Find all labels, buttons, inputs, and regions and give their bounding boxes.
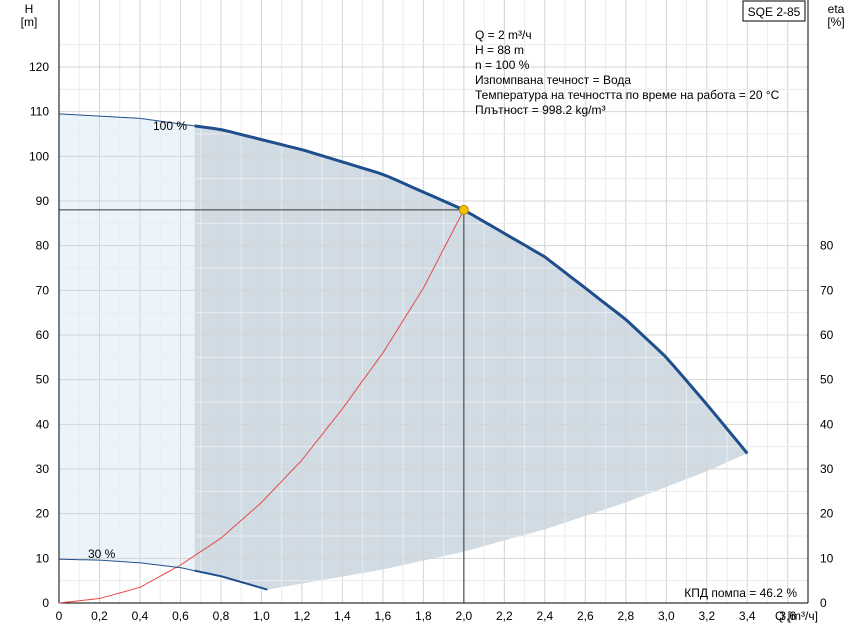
x-axis-label: Q [m³/ч] [775,609,818,623]
x-tick-label: 0,6 [172,609,189,623]
curve-30-thin [58,558,195,572]
y-left-label-line1: H [25,2,34,16]
y-right-label-line2: [%] [827,15,844,29]
info-density: Плътност = 998.2 kg/m³ [475,103,605,117]
curve-label-100: 100 % [153,119,187,133]
chart-title: SQE 2-85 [748,5,801,19]
y-left-tick-label: 70 [36,283,50,297]
x-tick-label: 3,0 [658,609,675,623]
x-tick-label: 0,4 [132,609,149,623]
y-left-tick-label: 30 [36,462,50,476]
y-left-tick-label: 40 [36,417,50,431]
y-right-tick-label: 40 [820,417,834,431]
x-tick-label: 3,4 [739,609,756,623]
efficiency-curve [58,209,465,604]
x-tick-label: 1,2 [294,609,311,623]
x-tick-label: 0,8 [213,609,230,623]
x-tick-label: 1,0 [253,609,270,623]
info-liquid: Изпомпвана течност = Вода [475,73,631,87]
y-right-tick-label: 30 [820,462,834,476]
x-tick-label: 0 [56,609,63,623]
y-right-tick-label: 0 [820,596,827,610]
operating-point-marker [458,204,469,215]
y-right-label-line1: eta [828,2,845,16]
info-speed: n = 100 % [475,58,530,72]
y-left-tick-label: 0 [42,596,49,610]
y-left-tick-label: 50 [36,373,50,387]
y-left-tick-label: 80 [36,239,50,253]
y-left-tick-label: 90 [36,194,50,208]
info-temperature: Температура на течността по време на раб… [475,88,780,102]
curve-30 [194,569,268,591]
title-box [742,0,806,22]
y-right-tick-label: 10 [820,551,834,565]
info-head: H = 88 m [475,43,524,57]
x-tick-label: 1,8 [415,609,432,623]
x-tick-label: 0,2 [91,609,108,623]
x-tick-label: 2,6 [577,609,594,623]
y-left-tick-label: 100 [29,149,49,163]
y-left-tick-label: 110 [30,105,49,119]
x-tick-label: 3,6 [779,609,796,623]
x-tick-label: 2,0 [456,609,473,623]
curve-100 [194,124,749,455]
efficiency-label: КПД помпа = 46.2 % [684,586,797,600]
y-right-tick-label: 60 [820,328,834,342]
y-left-label-line2: [m] [21,15,38,29]
y-right-tick-label: 80 [820,239,834,253]
info-block: Q = 2 m³/ч H = 88 m n = 100 % Изпомпвана… [475,28,780,117]
y-left-tick-label: 60 [36,328,50,342]
x-tick-label: 3,2 [698,609,715,623]
y-left-tick-label: 10 [36,551,50,565]
x-tick-label: 2,4 [536,609,553,623]
x-tick-label: 1,6 [375,609,392,623]
curve-label-30: 30 % [88,547,116,561]
y-left-tick-label: 20 [36,507,50,521]
curve-100-thin [58,113,195,127]
y-right-tick-label: 50 [820,373,834,387]
y-right-tick-label: 20 [820,507,834,521]
y-left-tick-label: 120 [29,60,49,74]
info-flow: Q = 2 m³/ч [475,28,532,42]
x-tick-label: 2,8 [617,609,634,623]
x-tick-label: 2,2 [496,609,513,623]
x-tick-label: 1,4 [334,609,351,623]
y-right-tick-label: 70 [820,283,834,297]
